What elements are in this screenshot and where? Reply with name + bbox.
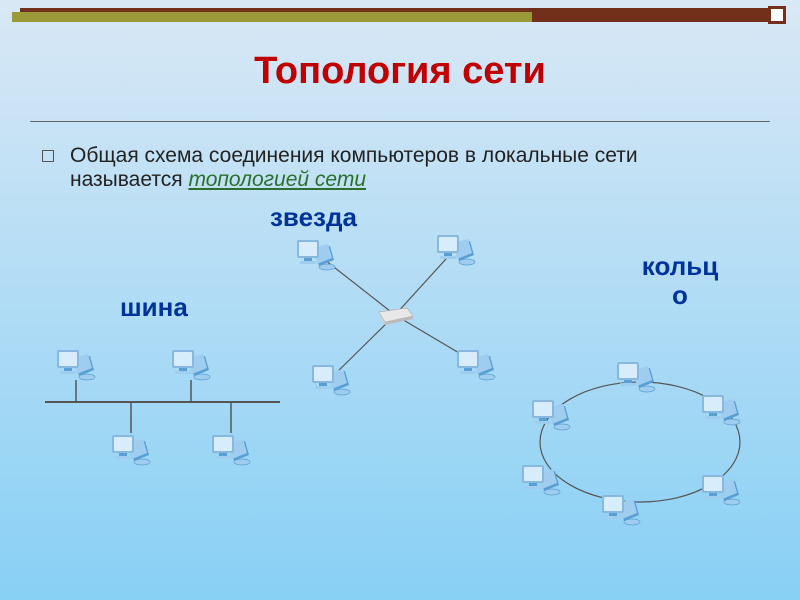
horizontal-rule bbox=[30, 121, 770, 122]
ring-node-4 bbox=[600, 487, 642, 529]
diagram-area: звезда шина кольц о bbox=[0, 192, 800, 572]
ring-node-1 bbox=[615, 354, 657, 396]
bus-node-1 bbox=[170, 342, 212, 384]
bus-node-2 bbox=[110, 427, 152, 469]
star-node-3 bbox=[455, 342, 497, 384]
ring-node-2 bbox=[700, 387, 742, 429]
star-node-1 bbox=[435, 227, 477, 269]
intro-paragraph: Общая схема соединения компьютеров в лок… bbox=[70, 144, 740, 192]
star-node-0 bbox=[295, 232, 337, 274]
bus-node-0 bbox=[55, 342, 97, 384]
top-border-decor bbox=[0, 0, 800, 30]
ring-node-5 bbox=[520, 457, 562, 499]
intro-emphasis: топологией сети bbox=[188, 168, 366, 191]
bus-node-3 bbox=[210, 427, 252, 469]
star-hub bbox=[375, 304, 415, 326]
label-ring: кольц о bbox=[620, 252, 740, 309]
ring-node-3 bbox=[700, 467, 742, 509]
label-bus: шина bbox=[120, 292, 188, 323]
star-node-2 bbox=[310, 357, 352, 399]
ring-node-0 bbox=[530, 392, 572, 434]
page-title: Топология сети bbox=[0, 50, 800, 93]
label-star: звезда bbox=[270, 202, 357, 233]
